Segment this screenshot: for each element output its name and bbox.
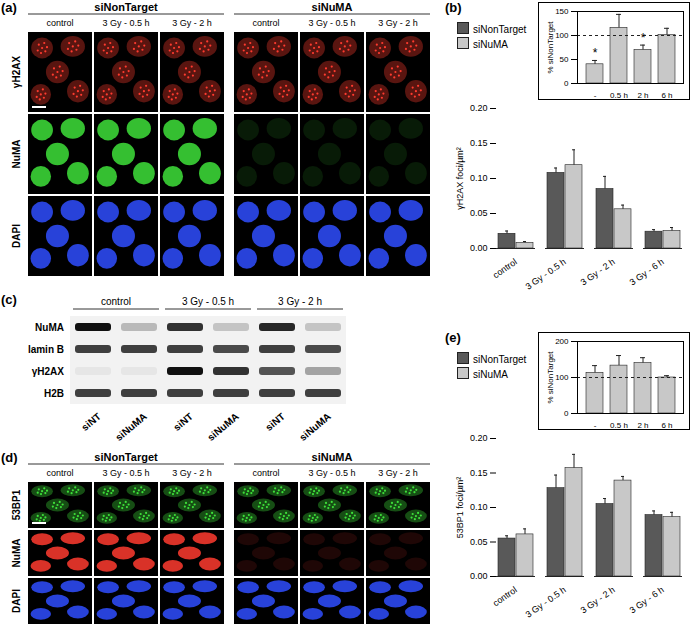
svg-text:siNonTarget: siNonTarget	[94, 451, 158, 463]
svg-text:53BP1: 53BP1	[11, 489, 22, 520]
svg-text:3 Gy - 2 h: 3 Gy - 2 h	[378, 468, 418, 478]
svg-text:3 Gy - 0.5 h: 3 Gy - 0.5 h	[102, 468, 149, 478]
svg-text:DAPI: DAPI	[11, 224, 22, 248]
svg-text:3 Gy - 0.5 h: 3 Gy - 0.5 h	[524, 257, 568, 292]
svg-text:100: 100	[555, 31, 569, 40]
svg-text:DAPI: DAPI	[11, 589, 22, 613]
svg-text:control: control	[491, 257, 519, 281]
svg-text:(d): (d)	[1, 450, 18, 465]
svg-text:control: control	[252, 18, 279, 28]
svg-text:100: 100	[555, 373, 569, 382]
svg-text:0.15: 0.15	[470, 468, 488, 478]
svg-text:2 h: 2 h	[637, 421, 648, 430]
svg-text:3 Gy - 0.5 h: 3 Gy - 0.5 h	[308, 18, 355, 28]
svg-text:3 Gy - 2 h: 3 Gy - 2 h	[172, 18, 212, 28]
svg-text:3 Gy - 6 h: 3 Gy - 6 h	[628, 257, 666, 288]
svg-text:150: 150	[555, 7, 569, 16]
html-text:siNuMA: siNuMA	[473, 39, 508, 50]
svg-text:*: *	[641, 31, 646, 45]
svg-text:siNuMA: siNuMA	[113, 411, 149, 443]
svg-text:γH2AX: γH2AX	[32, 366, 65, 377]
svg-text:0.20: 0.20	[470, 433, 488, 443]
svg-text:6 h: 6 h	[661, 421, 672, 430]
svg-text:siNT: siNT	[171, 411, 195, 433]
svg-text:3 Gy - 2 h: 3 Gy - 2 h	[278, 296, 322, 307]
svg-text:NuMA: NuMA	[11, 539, 22, 568]
svg-text:γH2AX: γH2AX	[11, 56, 22, 89]
svg-text:200: 200	[555, 337, 569, 346]
svg-text:0.5 h: 0.5 h	[610, 91, 628, 100]
svg-text:3 Gy - 2 h: 3 Gy - 2 h	[579, 585, 617, 616]
svg-text:3 Gy - 2 h: 3 Gy - 2 h	[172, 468, 212, 478]
svg-text:3 Gy - 0.5 h: 3 Gy - 0.5 h	[102, 18, 149, 28]
html-text:siNonTarget: siNonTarget	[473, 24, 527, 35]
html-text:siNonTarget: siNonTarget	[473, 354, 527, 365]
svg-text:(a): (a)	[1, 0, 17, 15]
svg-text:NuMA: NuMA	[11, 140, 22, 169]
svg-text:control: control	[46, 468, 73, 478]
svg-text:*: *	[593, 46, 598, 60]
svg-text:0.10: 0.10	[470, 502, 488, 512]
svg-text:siNuMA: siNuMA	[312, 1, 353, 13]
svg-text:0.10: 0.10	[470, 173, 488, 183]
svg-text:NuMA: NuMA	[35, 322, 64, 333]
svg-text:3 Gy - 0.5 h: 3 Gy - 0.5 h	[308, 468, 355, 478]
svg-text:control: control	[491, 585, 519, 609]
svg-text:control: control	[46, 18, 73, 28]
svg-text:50: 50	[560, 55, 569, 64]
svg-text:3 Gy - 2 h: 3 Gy - 2 h	[579, 257, 617, 288]
svg-text:0: 0	[564, 79, 569, 88]
html-text:siNuMA: siNuMA	[473, 369, 508, 380]
svg-text:siNuMA: siNuMA	[297, 411, 333, 443]
svg-text:% siNonTarget: % siNonTarget	[546, 351, 555, 404]
svg-text:siNuMA: siNuMA	[205, 411, 241, 443]
svg-text:0.20: 0.20	[470, 103, 488, 113]
svg-text:0.00: 0.00	[470, 571, 488, 581]
svg-text:control: control	[252, 468, 279, 478]
svg-text:0.15: 0.15	[470, 138, 488, 148]
svg-text:siNT: siNT	[263, 411, 287, 433]
svg-text:(c): (c)	[1, 292, 17, 307]
svg-text:0: 0	[564, 409, 569, 418]
html-text:(b): (b)	[445, 0, 462, 15]
svg-text:-: -	[594, 421, 597, 430]
svg-text:53BP1 foci/µm²: 53BP1 foci/µm²	[455, 477, 465, 539]
svg-text:2 h: 2 h	[637, 91, 648, 100]
svg-text:siNuMA: siNuMA	[312, 451, 353, 463]
svg-text:control: control	[101, 296, 131, 307]
svg-text:6 h: 6 h	[661, 91, 672, 100]
svg-text:siNT: siNT	[79, 411, 103, 433]
svg-text:γH2AX foci/µm²: γH2AX foci/µm²	[455, 147, 465, 210]
svg-text:0.00: 0.00	[470, 243, 488, 253]
html-text:(e): (e)	[445, 330, 461, 345]
svg-text:0.05: 0.05	[470, 208, 488, 218]
svg-text:H2B: H2B	[44, 388, 64, 399]
svg-text:0.5 h: 0.5 h	[610, 421, 628, 430]
svg-text:0.05: 0.05	[470, 537, 488, 547]
svg-text:-: -	[594, 91, 597, 100]
svg-text:lamin B: lamin B	[28, 344, 64, 355]
svg-text:siNonTarget: siNonTarget	[94, 1, 158, 13]
svg-text:3 Gy - 6 h: 3 Gy - 6 h	[628, 585, 666, 616]
svg-text:% siNonTarget: % siNonTarget	[546, 21, 555, 74]
svg-text:3 Gy - 0.5 h: 3 Gy - 0.5 h	[182, 296, 234, 307]
svg-text:3 Gy - 2 h: 3 Gy - 2 h	[378, 18, 418, 28]
svg-text:3 Gy - 0.5 h: 3 Gy - 0.5 h	[524, 585, 568, 620]
